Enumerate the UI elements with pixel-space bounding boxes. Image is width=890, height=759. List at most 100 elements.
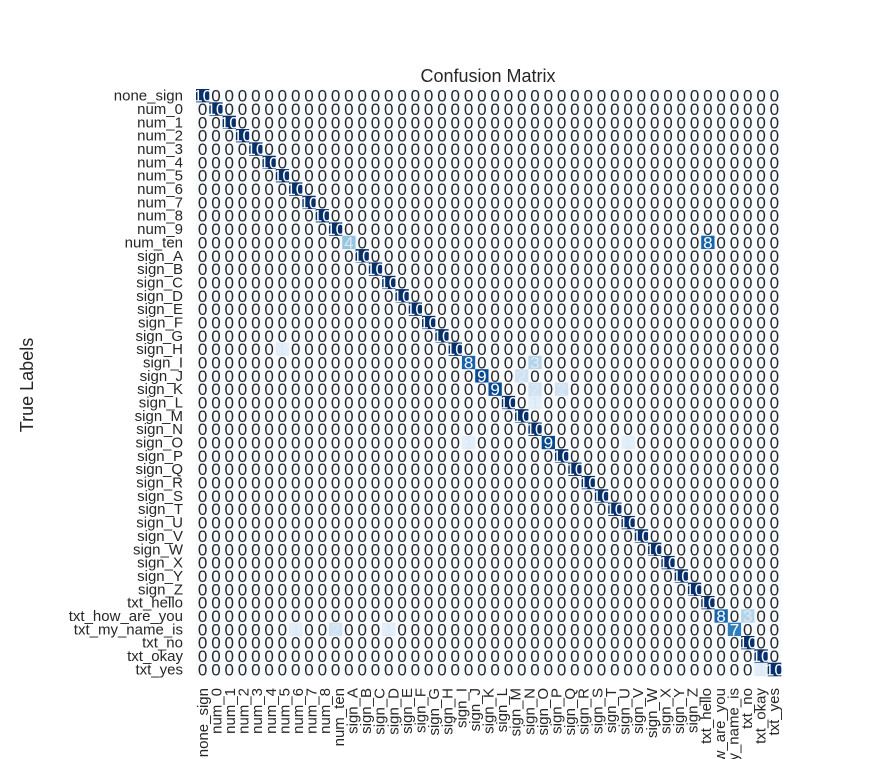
heatmap-cell [767, 129, 782, 143]
heatmap-cell [501, 129, 516, 143]
heatmap-cell [727, 169, 742, 183]
cell-value: 0 [318, 660, 327, 679]
heatmap-cell [382, 129, 396, 143]
heatmap-cell [196, 129, 210, 143]
heatmap-cell [528, 89, 542, 103]
heatmap-cell [355, 115, 370, 130]
heatmap-cell [408, 89, 423, 103]
heatmap-cell [408, 155, 423, 170]
heatmap-cell [767, 155, 782, 170]
heatmap-cell [302, 142, 316, 156]
cell-value: 0 [557, 660, 566, 679]
heatmap-cell [515, 129, 529, 143]
heatmap-cell [594, 155, 609, 170]
heatmap-cell [767, 115, 782, 130]
heatmap-cell [515, 155, 529, 170]
heatmap-cell [289, 129, 303, 143]
heatmap-cell [289, 115, 303, 130]
heatmap-cell [461, 115, 476, 130]
heatmap-cell [754, 129, 769, 143]
heatmap-cell [501, 102, 516, 116]
heatmap-cell [475, 129, 489, 143]
heatmap-cell [554, 115, 569, 130]
heatmap-cell [302, 89, 316, 103]
heatmap-cell [634, 155, 649, 170]
heatmap-cell [634, 89, 649, 103]
heatmap-cell [328, 89, 343, 103]
heatmap-cell [209, 89, 223, 103]
heatmap-cell [528, 142, 542, 156]
heatmap-cell [395, 155, 410, 170]
heatmap-cell [687, 169, 702, 183]
heatmap-cell [302, 155, 316, 170]
heatmap-cell [701, 89, 715, 103]
heatmap-cell [249, 155, 263, 170]
y-tick-label: txt_yes [135, 661, 183, 678]
heatmap-cell [581, 155, 596, 170]
heatmap-cell [488, 129, 503, 143]
heatmap-cell [408, 129, 423, 143]
heatmap-cell [488, 169, 503, 183]
heatmap-cell [249, 89, 263, 103]
heatmap-cell [554, 89, 569, 103]
heatmap-cell [315, 102, 330, 116]
heatmap-cell [541, 155, 556, 170]
heatmap-cell [608, 155, 622, 170]
cell-value: 0 [344, 660, 353, 679]
heatmap-cell [422, 89, 436, 103]
heatmap-cell [275, 89, 290, 103]
heatmap-cell [422, 129, 436, 143]
heatmap-cell [222, 115, 237, 130]
heatmap-cell [275, 142, 290, 156]
heatmap-cell [701, 102, 715, 116]
x-tick-label: txt_yes [766, 688, 783, 736]
heatmap-cell [767, 142, 782, 156]
heatmap-cell [581, 115, 596, 130]
heatmap-cell [661, 115, 675, 130]
cell-value: 0 [703, 660, 712, 679]
heatmap-cell [541, 129, 556, 143]
heatmap-cell [249, 142, 263, 156]
heatmap-cell [355, 169, 370, 183]
heatmap-cell [382, 115, 396, 130]
heatmap-cell [714, 102, 729, 116]
cell-value: 0 [623, 660, 632, 679]
heatmap-cell [621, 115, 636, 130]
heatmap-cell [196, 142, 210, 156]
heatmap-cell [448, 129, 463, 143]
heatmap-cell [315, 115, 330, 130]
heatmap-cell [461, 182, 476, 197]
heatmap-cell [501, 169, 516, 183]
heatmap-cell [741, 102, 755, 116]
heatmap-cell [661, 169, 675, 183]
cell-value: 0 [211, 660, 220, 679]
heatmap-cell [568, 129, 582, 143]
heatmap-cell [222, 155, 237, 170]
heatmap-cell [355, 155, 370, 170]
heatmap-cell [435, 89, 449, 103]
heatmap-cell [687, 115, 702, 130]
heatmap-cell [528, 182, 542, 197]
heatmap-cell [741, 142, 755, 156]
heatmap-cell [608, 102, 622, 116]
heatmap-cell [488, 89, 503, 103]
heatmap-cell [515, 102, 529, 116]
cell-value: 0 [663, 660, 672, 679]
heatmap-cell [554, 155, 569, 170]
heatmap-cell [488, 155, 503, 170]
cell-value: 0 [730, 660, 739, 679]
heatmap-cell [581, 102, 596, 116]
heatmap-cell [674, 155, 689, 170]
heatmap-cell [741, 89, 755, 103]
heatmap-cell [315, 89, 330, 103]
heatmap-cell [594, 115, 609, 130]
heatmap-cell [461, 169, 476, 183]
heatmap-cell [435, 169, 449, 183]
heatmap-cell [608, 115, 622, 130]
heatmap-cell [222, 89, 237, 103]
heatmap-cell [461, 129, 476, 143]
heatmap-cell [714, 169, 729, 183]
heatmap-cell [568, 89, 582, 103]
heatmap-cell [196, 89, 210, 103]
heatmap-cell [701, 169, 715, 183]
